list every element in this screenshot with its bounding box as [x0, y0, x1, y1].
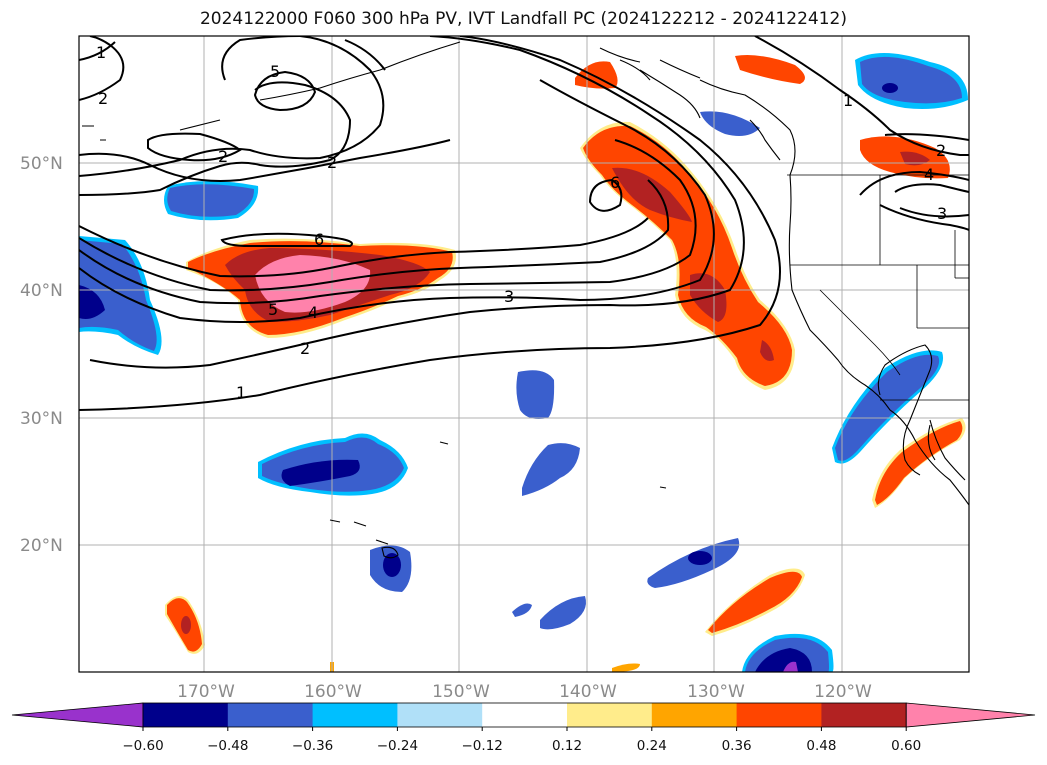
- lon-label-130w: 130°W: [687, 682, 745, 702]
- contour-labels: 1 2 2 2 5 6 3 5 4 2 1 6 1 2 4 3: [96, 43, 947, 402]
- colorbar-segment: [821, 703, 907, 727]
- colorbar-segment: [651, 703, 738, 727]
- colorbar-segment: [143, 703, 229, 727]
- contour-label: 4: [308, 303, 318, 322]
- pv-contours: [79, 36, 969, 411]
- latitude-labels: 50°N 40°N 30°N 20°N: [20, 154, 63, 556]
- contour-label: 2: [218, 147, 228, 166]
- colorbar-tick-label: −0.60: [122, 738, 163, 754]
- map-panel: 1 2 2 2 5 6 3 5 4 2 1 6 1 2 4 3: [79, 36, 969, 672]
- colorbar: [11, 702, 1036, 728]
- map-title: 2024122000 F060 300 hPa PV, IVT Landfall…: [199, 9, 847, 29]
- colorbar-tick-label: −0.48: [207, 738, 248, 754]
- colorbar-extend-max: [905, 702, 1036, 728]
- negative-pc-shading: [79, 52, 968, 672]
- colorbar-tick-label: −0.24: [377, 738, 418, 754]
- contour-label: 6: [610, 173, 620, 192]
- contour-label: 1: [843, 91, 853, 110]
- lon-label-120w: 120°W: [814, 682, 872, 702]
- lon-label-160w: 160°W: [304, 682, 362, 702]
- colorbar-segment: [736, 703, 822, 727]
- map-frame: [78, 35, 970, 673]
- contour-label: 6: [314, 230, 324, 249]
- contour-label: 4: [924, 165, 934, 184]
- longitude-labels: 170°W 160°W 150°W 140°W 130°W 120°W: [177, 682, 872, 702]
- contour-label: 1: [96, 43, 106, 62]
- contour-label: 2: [98, 89, 108, 108]
- colorbar-tick-label: 0.48: [806, 738, 836, 754]
- colorbar-tick-labels: −0.60 −0.48 −0.36 −0.24 −0.12 0.12 0.24 0.36 0.4…: [122, 727, 921, 754]
- lon-label-150w: 150°W: [432, 682, 490, 702]
- colorbar-tick-label: −0.12: [462, 738, 503, 754]
- lat-label-40n: 40°N: [20, 281, 63, 301]
- contour-label: 3: [504, 287, 514, 306]
- contour-label: 2: [327, 153, 337, 172]
- political-borders: [787, 174, 969, 401]
- colorbar-tick-label: −0.36: [292, 738, 333, 754]
- lon-label-140w: 140°W: [559, 682, 617, 702]
- colorbar-segment: [482, 703, 568, 727]
- colorbar-segment: [312, 703, 398, 727]
- colorbar-tick-label: 0.36: [722, 738, 752, 754]
- colorbar-tick-label: 0.60: [891, 738, 921, 754]
- colorbar-segment: [567, 703, 653, 727]
- colorbar-segment: [397, 703, 483, 727]
- coastlines: [82, 41, 969, 559]
- contour-label: 5: [268, 300, 278, 319]
- contour-label: 1: [236, 383, 246, 402]
- lon-label-170w: 170°W: [177, 682, 235, 702]
- contour-label: 5: [270, 62, 280, 81]
- colorbar-segment: [227, 703, 314, 727]
- contour-label: 3: [937, 204, 947, 223]
- colorbar-tick-label: 0.12: [552, 738, 582, 754]
- lat-label-50n: 50°N: [20, 154, 63, 174]
- lat-label-20n: 20°N: [20, 536, 63, 556]
- colorbar-tick-label: 0.24: [637, 738, 667, 754]
- contour-label: 2: [300, 339, 310, 358]
- contour-label: 2: [936, 141, 946, 160]
- colorbar-extend-min: [11, 702, 144, 728]
- lat-label-30n: 30°N: [20, 409, 63, 429]
